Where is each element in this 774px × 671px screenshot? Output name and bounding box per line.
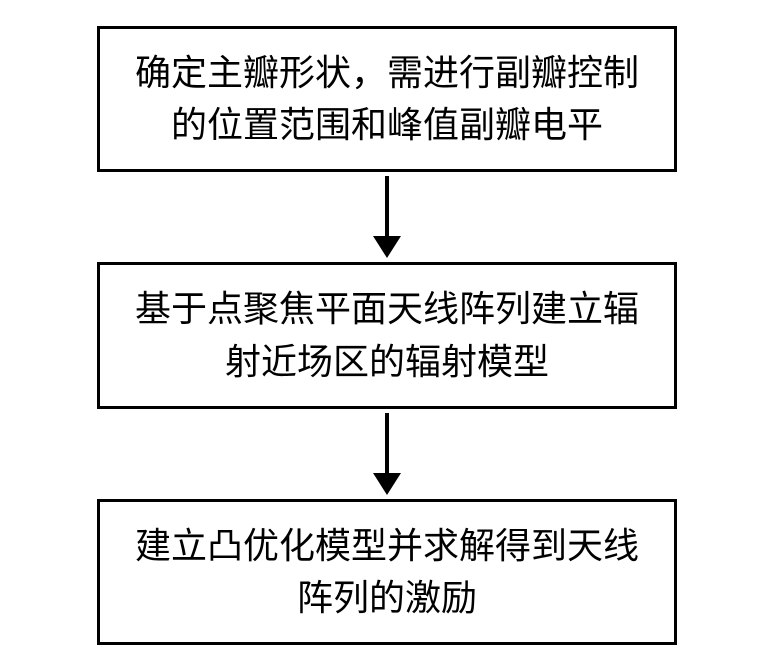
- flowchart-node-2: 基于点聚焦平面天线阵列建立辐射近场区的辐射模型: [97, 262, 677, 408]
- arrow-line: [385, 413, 389, 473]
- flowchart-arrow-1: [373, 172, 401, 262]
- arrow-head-icon: [373, 473, 401, 495]
- flowchart-node-3: 建立凸优化模型并求解得到天线阵列的激励: [97, 499, 677, 645]
- flowchart-arrow-2: [373, 409, 401, 499]
- arrow-line: [385, 176, 389, 236]
- flowchart-container: 确定主瓣形状，需进行副瓣控制的位置范围和峰值副瓣电平 基于点聚焦平面天线阵列建立…: [77, 26, 697, 645]
- node-text: 确定主瓣形状，需进行副瓣控制的位置范围和峰值副瓣电平: [135, 53, 639, 145]
- node-text: 建立凸优化模型并求解得到天线阵列的激励: [135, 526, 639, 618]
- flowchart-node-1: 确定主瓣形状，需进行副瓣控制的位置范围和峰值副瓣电平: [97, 26, 677, 172]
- arrow-head-icon: [373, 236, 401, 258]
- node-text: 基于点聚焦平面天线阵列建立辐射近场区的辐射模型: [135, 289, 639, 381]
